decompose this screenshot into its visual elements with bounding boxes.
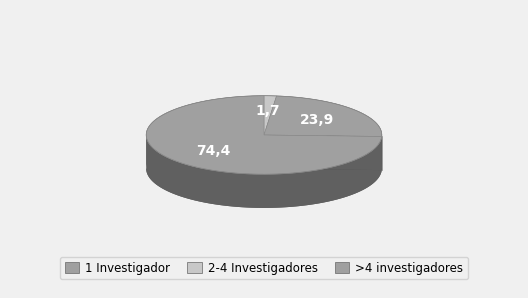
Text: 1,7: 1,7	[256, 105, 280, 118]
Polygon shape	[264, 96, 277, 130]
Polygon shape	[146, 169, 382, 208]
Polygon shape	[264, 96, 382, 136]
Polygon shape	[277, 96, 382, 168]
Polygon shape	[264, 96, 277, 135]
Text: 23,9: 23,9	[300, 113, 335, 127]
Polygon shape	[264, 135, 382, 170]
Legend: 1 Investigador, 2-4 Investigadores, >4 investigadores: 1 Investigador, 2-4 Investigadores, >4 i…	[60, 257, 468, 280]
Polygon shape	[146, 135, 382, 208]
Polygon shape	[146, 96, 382, 174]
Text: 74,4: 74,4	[196, 144, 230, 158]
Polygon shape	[264, 135, 382, 170]
Polygon shape	[146, 96, 264, 169]
